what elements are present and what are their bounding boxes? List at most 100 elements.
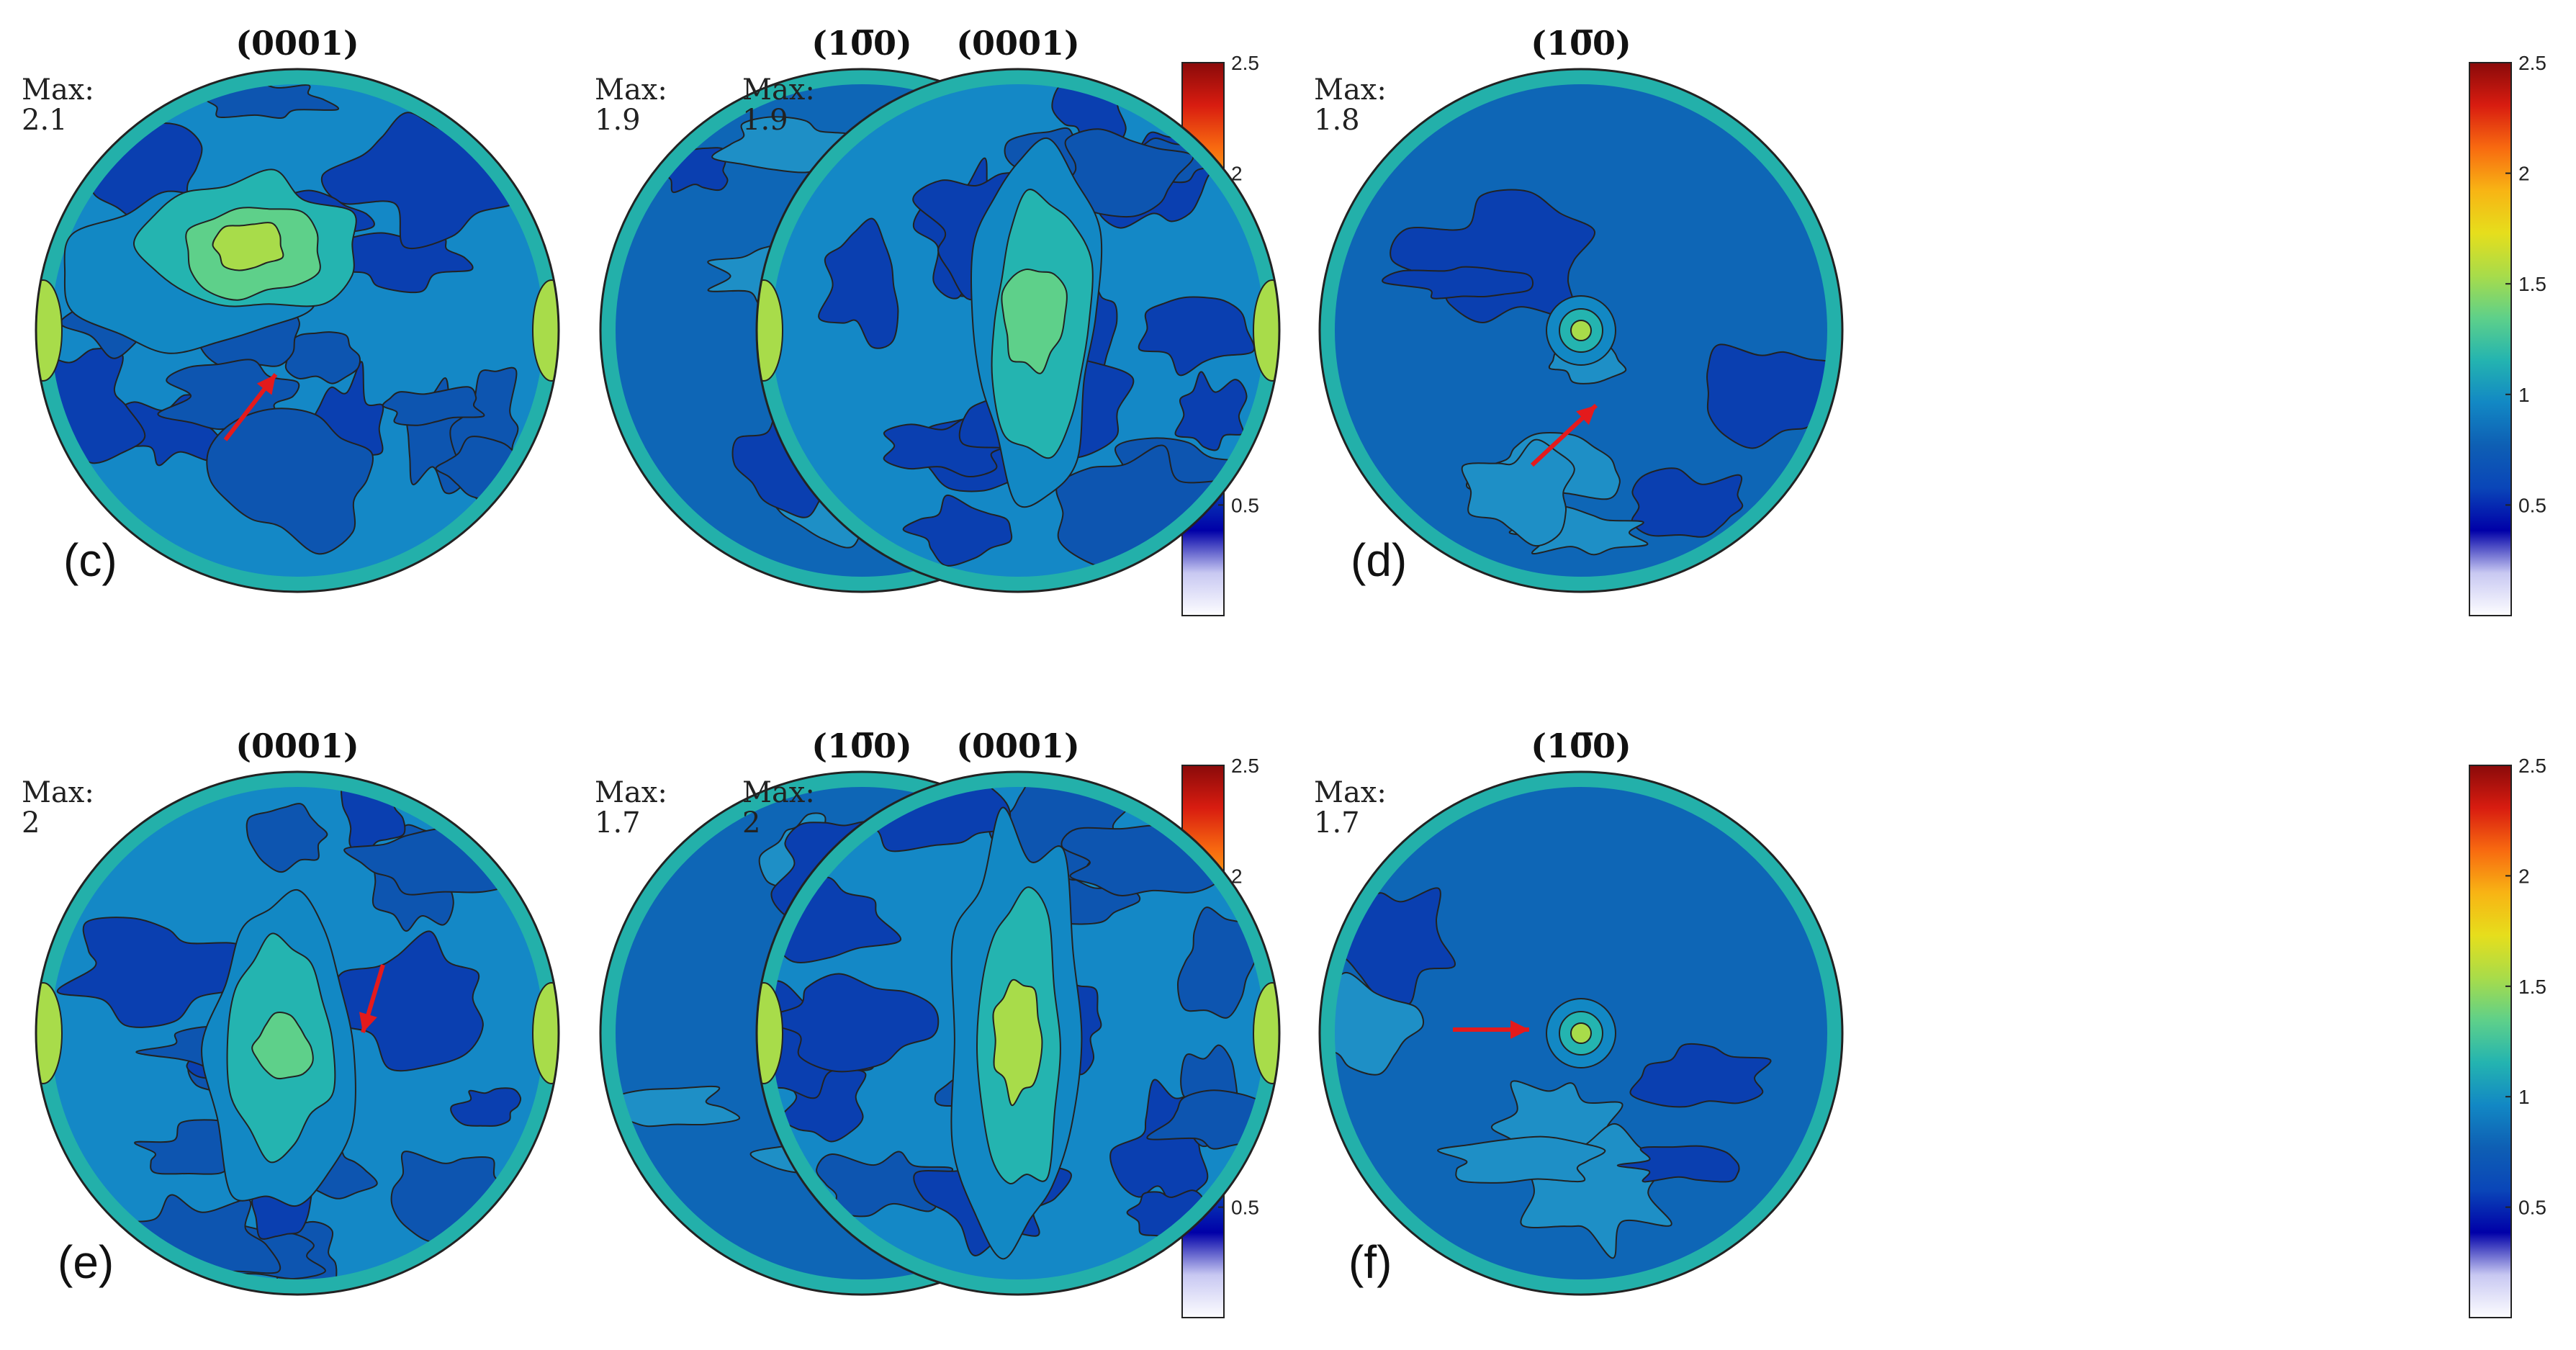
edge-maximum: [36, 279, 63, 382]
intensity-peak: [251, 1012, 314, 1080]
max-label: Max:: [742, 73, 815, 107]
pole-figure-0001: (0001) Max:1.9: [742, 24, 1281, 593]
max-label: Max:: [595, 73, 667, 107]
colorbar-tick-label: 0.5: [1231, 494, 1259, 516]
pole-figure-10-10: (10̅0) Max:1.7: [1314, 726, 1844, 1296]
pole-figure-outline: [35, 770, 560, 1296]
intensity-peak: [212, 222, 284, 271]
max-label: Max:: [1314, 776, 1387, 809]
max-value: 2: [742, 806, 760, 840]
colorbar: 2.5 2 1.5 1 0.5: [2469, 52, 2546, 616]
edge-maximum: [532, 279, 559, 382]
intensity-contour: [1616, 1145, 1740, 1183]
colorbar-tick-label: 2: [1231, 163, 1243, 185]
colorbar-tick-label: 2: [1231, 865, 1243, 887]
edge-maximum: [1253, 279, 1279, 382]
intensity-contour: [284, 331, 361, 384]
colorbar-tick-label: 2.5: [1231, 755, 1259, 777]
figure-title: (0001): [956, 726, 1080, 765]
pole-figure-outline: [1318, 68, 1844, 593]
pole-figure-outline: [35, 68, 560, 593]
max-value: 1.7: [595, 806, 641, 840]
edge-maximum: [757, 279, 783, 382]
pole-figure-outline: [1318, 770, 1844, 1296]
intensity-contour: [1436, 1135, 1606, 1184]
colorbar-tick-label: 1.5: [2518, 273, 2546, 295]
panel-d: (0001)Max:1.9(10̅0)Max:1.82.521.510.5(d): [742, 24, 2546, 616]
pole-figure-0001: (0001) Max:2: [22, 726, 560, 1296]
colorbar-tick-label: 2.5: [2518, 755, 2546, 777]
colorbar-tick-label: 2: [2518, 163, 2530, 185]
intensity-contour: [1706, 343, 1842, 449]
rim-contour: [1320, 772, 1842, 1295]
intensity-contour: [1382, 266, 1534, 300]
edge-maximum: [532, 982, 559, 1084]
red-arrow: [359, 964, 385, 1033]
panel-label: (d): [1351, 534, 1407, 586]
figure-title: (10̅0): [1531, 24, 1631, 63]
intensity-contour: [1631, 467, 1744, 538]
max-label: Max:: [742, 776, 815, 809]
intensity-contour: [816, 1151, 953, 1218]
intensity-contour: [902, 494, 1013, 567]
panel-f: (0001)Max:2(10̅0)Max:1.72.521.510.5(f): [742, 726, 2546, 1318]
figure-title: (10̅0): [811, 24, 912, 63]
pole-figure-outline: [755, 770, 1281, 1296]
panel-label: (c): [63, 534, 117, 586]
intensity-contour: [246, 803, 328, 873]
central-pole-contour: [1570, 1022, 1592, 1044]
pole-figure-0001: (0001) Max:2.1: [22, 24, 560, 593]
max-value: 1.7: [1314, 806, 1360, 840]
max-value: 1.9: [742, 104, 788, 137]
colorbar-gradient: [2469, 765, 2512, 1318]
panel-label: (f): [1348, 1236, 1392, 1288]
intensity-contour: [382, 386, 485, 426]
colorbar-tick-label: 1: [2518, 384, 2530, 406]
edge-maximum: [757, 982, 783, 1084]
pole-figure-10-10: (10̅0) Max:1.8: [1314, 24, 1844, 593]
intensity-contour: [56, 917, 241, 1028]
max-label: Max:: [22, 73, 94, 107]
max-label: Max:: [595, 776, 667, 809]
red-arrow: [1453, 1020, 1529, 1039]
pole-figure-0001: (0001)Max:2: [742, 726, 1281, 1296]
colorbar-tick-label: 1: [2518, 1086, 2530, 1108]
max-label: Max:: [1314, 73, 1387, 107]
edge-maximum: [36, 982, 63, 1084]
max-value: 1.9: [595, 104, 641, 137]
colorbar-tick-label: 1.5: [2518, 976, 2546, 998]
max-value: 1.8: [1314, 104, 1360, 137]
intensity-contour: [818, 217, 899, 349]
intensity-contour: [1629, 1043, 1772, 1108]
colorbar-tick-label: 2.5: [2518, 52, 2546, 74]
colorbar-tick-label: 2: [2518, 865, 2530, 887]
colorbar-tick-label: 0.5: [2518, 1197, 2546, 1219]
figure-title: (10̅0): [811, 726, 912, 765]
figure-title: (0001): [235, 24, 359, 63]
intensity-contour: [1174, 371, 1248, 451]
edge-maximum: [1253, 982, 1279, 1084]
intensity-contour: [206, 408, 374, 555]
rim-contour: [1320, 69, 1842, 592]
figure-title: (10̅0): [1531, 726, 1631, 765]
figure-title: (0001): [956, 24, 1080, 63]
colorbar-gradient: [2469, 62, 2512, 616]
colorbar-tick-label: 0.5: [1231, 1197, 1259, 1219]
intensity-peak: [1001, 268, 1068, 374]
red-arrow: [1530, 403, 1598, 467]
max-value: 2.1: [22, 104, 68, 137]
max-value: 2: [22, 806, 40, 840]
red-arrow: [223, 373, 278, 441]
pole-figure-outline: [755, 68, 1281, 593]
intensity-peak: [992, 978, 1043, 1107]
figure-title: (0001): [235, 726, 359, 765]
panel-label: (e): [58, 1236, 114, 1288]
intensity-contour: [450, 1087, 522, 1127]
max-label: Max:: [22, 776, 94, 809]
colorbar: 2.5 2 1.5 1 0.5: [2469, 755, 2546, 1318]
intensity-contour: [1138, 296, 1256, 377]
central-pole-contour: [1570, 320, 1592, 341]
colorbar-tick-label: 0.5: [2518, 494, 2546, 516]
colorbar-tick-label: 2.5: [1231, 52, 1259, 74]
